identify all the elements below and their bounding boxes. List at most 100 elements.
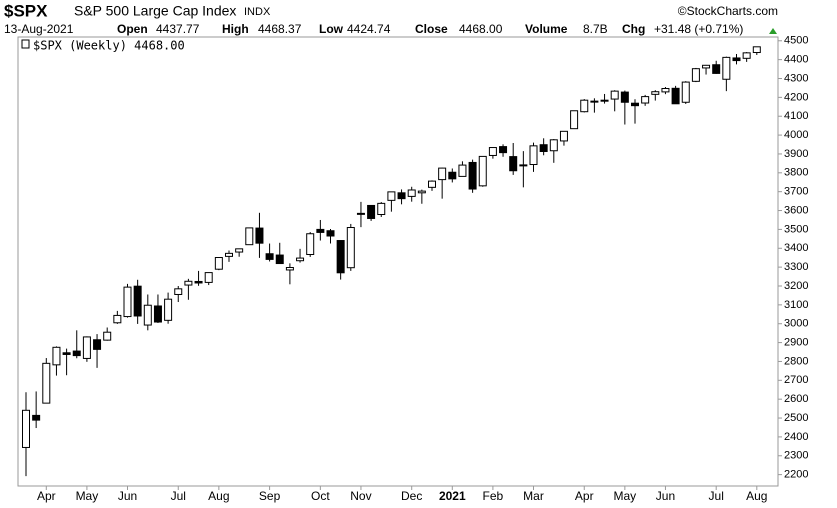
candle-body [194, 280, 203, 284]
x-tick-label: May [76, 489, 99, 503]
y-tick-label: 2200 [784, 469, 808, 481]
y-tick-label: 3200 [784, 280, 808, 292]
y-tick-label: 3100 [784, 299, 808, 311]
candle-body [417, 190, 426, 194]
candle-body [702, 64, 711, 69]
candle-body [559, 130, 568, 142]
candle-body [143, 304, 152, 326]
label: High [222, 22, 249, 36]
candle-body [52, 346, 61, 366]
candle-body [245, 227, 254, 246]
candle-body [265, 253, 274, 260]
plot-frame [17, 36, 779, 487]
value: 4424.74 [347, 22, 391, 36]
x-tick-label: Jul [171, 489, 186, 503]
candle-body [306, 233, 315, 255]
candle-body [174, 288, 183, 295]
candle-body [285, 267, 294, 271]
candle-body [356, 212, 365, 215]
x-tick-label: Nov [350, 489, 371, 503]
candle-body [631, 102, 639, 107]
candle-body [681, 81, 690, 103]
candle-body [610, 90, 619, 100]
y-tick-label: 3600 [784, 204, 808, 216]
y-tick-label: 4500 [784, 35, 808, 47]
x-tick-label: Jul [709, 489, 724, 503]
y-tick-label: 2300 [784, 450, 808, 462]
y-tick-label: 2600 [784, 393, 808, 405]
candle-body [600, 99, 609, 102]
candle-body [529, 145, 538, 166]
x-tick-label: Oct [311, 489, 330, 503]
x-tick-label: Jun [656, 489, 675, 503]
index-name: S&P 500 Large Cap Index [74, 3, 236, 19]
value: 4468.00 [459, 22, 503, 36]
quote-line: 13-Aug-2021 Open 4437.77 High 4468.37 Lo… [4, 22, 743, 36]
y-tick-label: 3500 [784, 223, 808, 235]
candle-body [742, 52, 751, 59]
y-tick-label: 3800 [784, 167, 808, 179]
candle-body [488, 147, 497, 156]
x-tick-label: Apr [37, 489, 56, 503]
candle-body [22, 409, 30, 448]
label: Volume [525, 22, 568, 36]
x-tick-label: Apr [575, 489, 594, 503]
candle-body [164, 298, 173, 321]
y-tick-label: 3300 [784, 261, 808, 273]
x-tick-label: Dec [401, 489, 422, 503]
candle-body [225, 252, 233, 257]
symbol: $SPX [4, 1, 48, 20]
y-tick-label: 2900 [784, 336, 808, 348]
candle-body [326, 230, 335, 237]
x-tick-label: May [614, 489, 637, 503]
candle-body [509, 156, 518, 172]
label: Low [319, 22, 344, 36]
candle-body [448, 171, 457, 180]
x-tick-label: Sep [259, 489, 281, 503]
candle-body [387, 191, 396, 201]
value: 4468.37 [258, 22, 302, 36]
candle-body [580, 99, 589, 113]
y-tick-label: 3400 [784, 242, 808, 254]
candle-body [316, 228, 325, 233]
candle-body [82, 336, 91, 359]
candle-body [651, 91, 660, 95]
candle-body [539, 144, 548, 152]
y-tick-label: 2400 [784, 431, 808, 443]
candle-body [570, 110, 579, 130]
value: 4437.77 [156, 22, 200, 36]
x-tick-label: 2021 [439, 489, 466, 503]
candle-body [367, 204, 376, 219]
y-tick-label: 2700 [784, 374, 808, 386]
y-tick-label: 3700 [784, 186, 808, 198]
candle-body [184, 280, 193, 286]
candle-body [712, 64, 721, 74]
candle-body [377, 202, 386, 216]
x-tick-label: Aug [746, 489, 767, 503]
candle-body [346, 227, 355, 269]
x-tick-label: Mar [523, 489, 544, 503]
exchange: INDX [244, 6, 271, 18]
candle-body [255, 227, 264, 244]
y-tick-label: 4300 [784, 72, 808, 84]
candle-body [93, 339, 102, 350]
value: 8.7B [583, 22, 608, 36]
legend-swatch [21, 39, 30, 49]
candle-body [468, 161, 477, 190]
candle-body [590, 100, 599, 103]
candle-body [204, 272, 213, 283]
candle-body [336, 240, 345, 274]
y-tick-label: 2500 [784, 412, 808, 424]
copyright: ©StockCharts.com [678, 4, 778, 18]
candle-body [428, 180, 436, 188]
candle-body [691, 68, 700, 82]
x-tick-label: Aug [208, 489, 229, 503]
candle-body [671, 87, 680, 105]
candle-body [153, 305, 162, 323]
candle-body [407, 189, 416, 197]
legend: $SPX (Weekly) 4468.00 [33, 39, 185, 53]
y-tick-label: 4200 [784, 91, 808, 103]
candle-body [549, 139, 558, 152]
